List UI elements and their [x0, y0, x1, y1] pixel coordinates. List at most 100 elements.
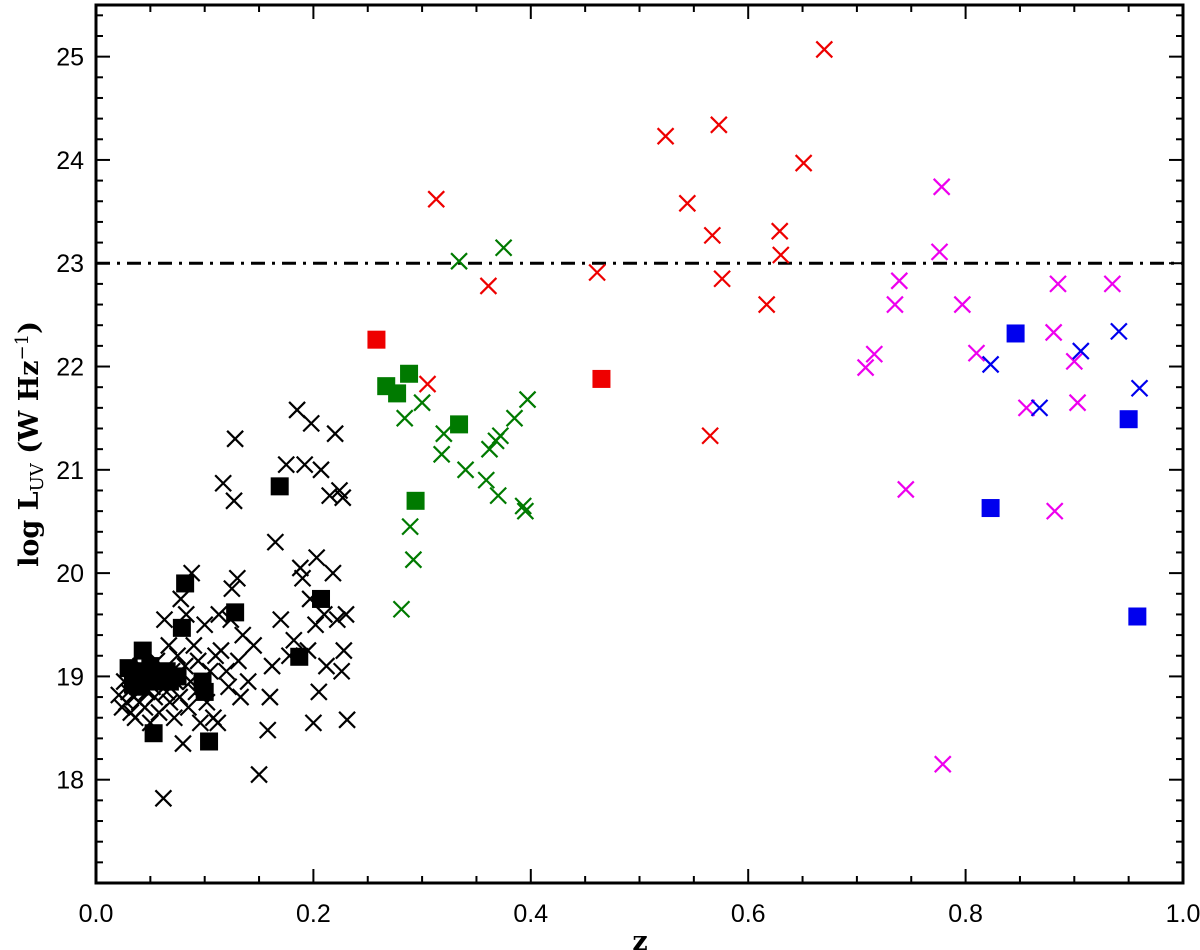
- green-cross-marker: [480, 440, 499, 458]
- green-cross-marker: [477, 471, 496, 489]
- green-cross-marker: [435, 424, 453, 443]
- green-cross-marker: [392, 600, 411, 619]
- black-cross-marker: [168, 646, 187, 665]
- y-tick-label: 19: [56, 663, 84, 691]
- black-cross-marker: [288, 401, 306, 419]
- y-axis-label: log LUV (W Hz−1): [12, 321, 48, 567]
- green-cross-marker: [494, 238, 513, 257]
- black-cross-marker: [310, 683, 328, 701]
- green-cross-marker: [516, 502, 535, 520]
- magenta-cross-marker: [865, 345, 884, 363]
- y-axis-label-sub: UV: [27, 462, 48, 491]
- black-cross-marker: [333, 488, 352, 507]
- green-cross-marker: [404, 550, 423, 569]
- green-cross-marker: [518, 390, 537, 409]
- tick-labels-layer: 0.0 0.2 0.4 0.6 0.8 1.0 18 19 20 21 22 23 24 25: [56, 44, 1200, 928]
- y-axis-label-exponent: −1: [12, 334, 33, 361]
- black-cross-marker: [312, 461, 330, 479]
- y-tick-label: 22: [56, 354, 84, 382]
- black-cross-marker: [226, 430, 244, 448]
- magenta-cross-marker: [856, 358, 875, 377]
- magenta-cross-marker: [933, 755, 952, 773]
- black-cross-marker: [223, 579, 241, 598]
- x-tick-label: 0.6: [731, 900, 766, 928]
- green-cross-marker: [450, 252, 468, 270]
- green-cross-marker: [514, 497, 532, 515]
- magenta-cross-marker: [932, 178, 951, 196]
- black-cross-marker: [261, 688, 279, 706]
- magenta-cross-marker: [967, 344, 986, 362]
- black-cross-marker: [338, 711, 356, 729]
- blue-cross-marker: [981, 355, 1000, 374]
- blue-cross-marker: [1072, 342, 1090, 360]
- black-cross-marker: [228, 569, 247, 588]
- red-square-marker: [367, 330, 386, 349]
- black-cross-marker: [263, 657, 281, 675]
- black-cross-marker: [165, 708, 184, 727]
- black-cross-marker: [174, 734, 192, 753]
- blue-cross-marker: [1130, 379, 1149, 397]
- black-cross-marker: [155, 610, 174, 629]
- black-square-marker: [270, 477, 289, 496]
- black-cross-marker: [172, 590, 190, 608]
- black-cross-marker: [337, 605, 355, 624]
- black-square-marker: [168, 667, 187, 686]
- green-cross-marker: [505, 409, 524, 427]
- black-cross-marker: [154, 789, 173, 808]
- magenta-cross-marker: [953, 295, 972, 314]
- ticks-layer: [95, 5, 1184, 884]
- magenta-cross-marker: [1065, 352, 1084, 371]
- y-tick-label: 24: [56, 147, 84, 175]
- magenta-cross-marker: [1045, 502, 1064, 520]
- red-cross-marker: [701, 426, 719, 445]
- y-axis-label-main: log L: [14, 491, 45, 567]
- blue-cross-marker: [1110, 322, 1128, 341]
- red-cross-marker: [703, 226, 722, 245]
- black-cross-marker: [189, 652, 207, 670]
- magenta-cross-marker: [1049, 275, 1067, 293]
- red-cross-marker: [479, 277, 498, 295]
- green-square-marker: [406, 491, 425, 510]
- red-cross-marker: [770, 222, 789, 240]
- x-tick-label: 0.8: [948, 900, 983, 928]
- black-square-marker: [195, 682, 214, 701]
- red-cross-marker: [794, 154, 813, 172]
- black-cross-marker: [326, 424, 344, 443]
- black-square-marker: [290, 647, 309, 666]
- magenta-cross-marker: [1044, 323, 1063, 342]
- black-cross-marker: [250, 765, 268, 784]
- black-cross-marker: [328, 610, 347, 629]
- black-cross-marker: [244, 636, 263, 655]
- green-cross-marker: [413, 393, 431, 412]
- magenta-cross-marker: [886, 295, 904, 314]
- black-cross-marker: [266, 533, 285, 551]
- black-cross-marker: [335, 641, 353, 660]
- black-square-marker: [176, 574, 195, 593]
- black-cross-marker: [210, 605, 228, 624]
- black-cross-marker: [272, 610, 290, 629]
- red-cross-marker: [656, 127, 675, 145]
- red-cross-marker: [678, 194, 697, 213]
- magenta-cross-marker: [897, 480, 915, 499]
- green-cross-marker: [456, 461, 475, 479]
- black-cross-marker: [217, 662, 236, 681]
- green-cross-marker: [489, 486, 507, 505]
- black-cross-marker: [195, 615, 214, 634]
- red-cross-marker: [418, 375, 437, 393]
- black-cross-marker: [293, 569, 312, 588]
- y-tick-label: 21: [56, 457, 84, 485]
- magenta-cross-marker: [890, 272, 909, 290]
- red-square-marker: [592, 369, 611, 388]
- y-tick-label: 18: [56, 767, 84, 795]
- black-cross-marker: [285, 631, 303, 650]
- black-square-marker: [226, 603, 245, 622]
- black-cross-marker: [214, 474, 232, 493]
- red-cross-marker: [713, 269, 731, 288]
- red-cross-marker: [815, 40, 834, 59]
- black-cross-marker: [191, 714, 210, 732]
- green-square-marker: [400, 364, 419, 383]
- black-cross-marker: [179, 698, 198, 717]
- magenta-cross-marker: [930, 243, 949, 261]
- black-cross-marker: [225, 492, 243, 510]
